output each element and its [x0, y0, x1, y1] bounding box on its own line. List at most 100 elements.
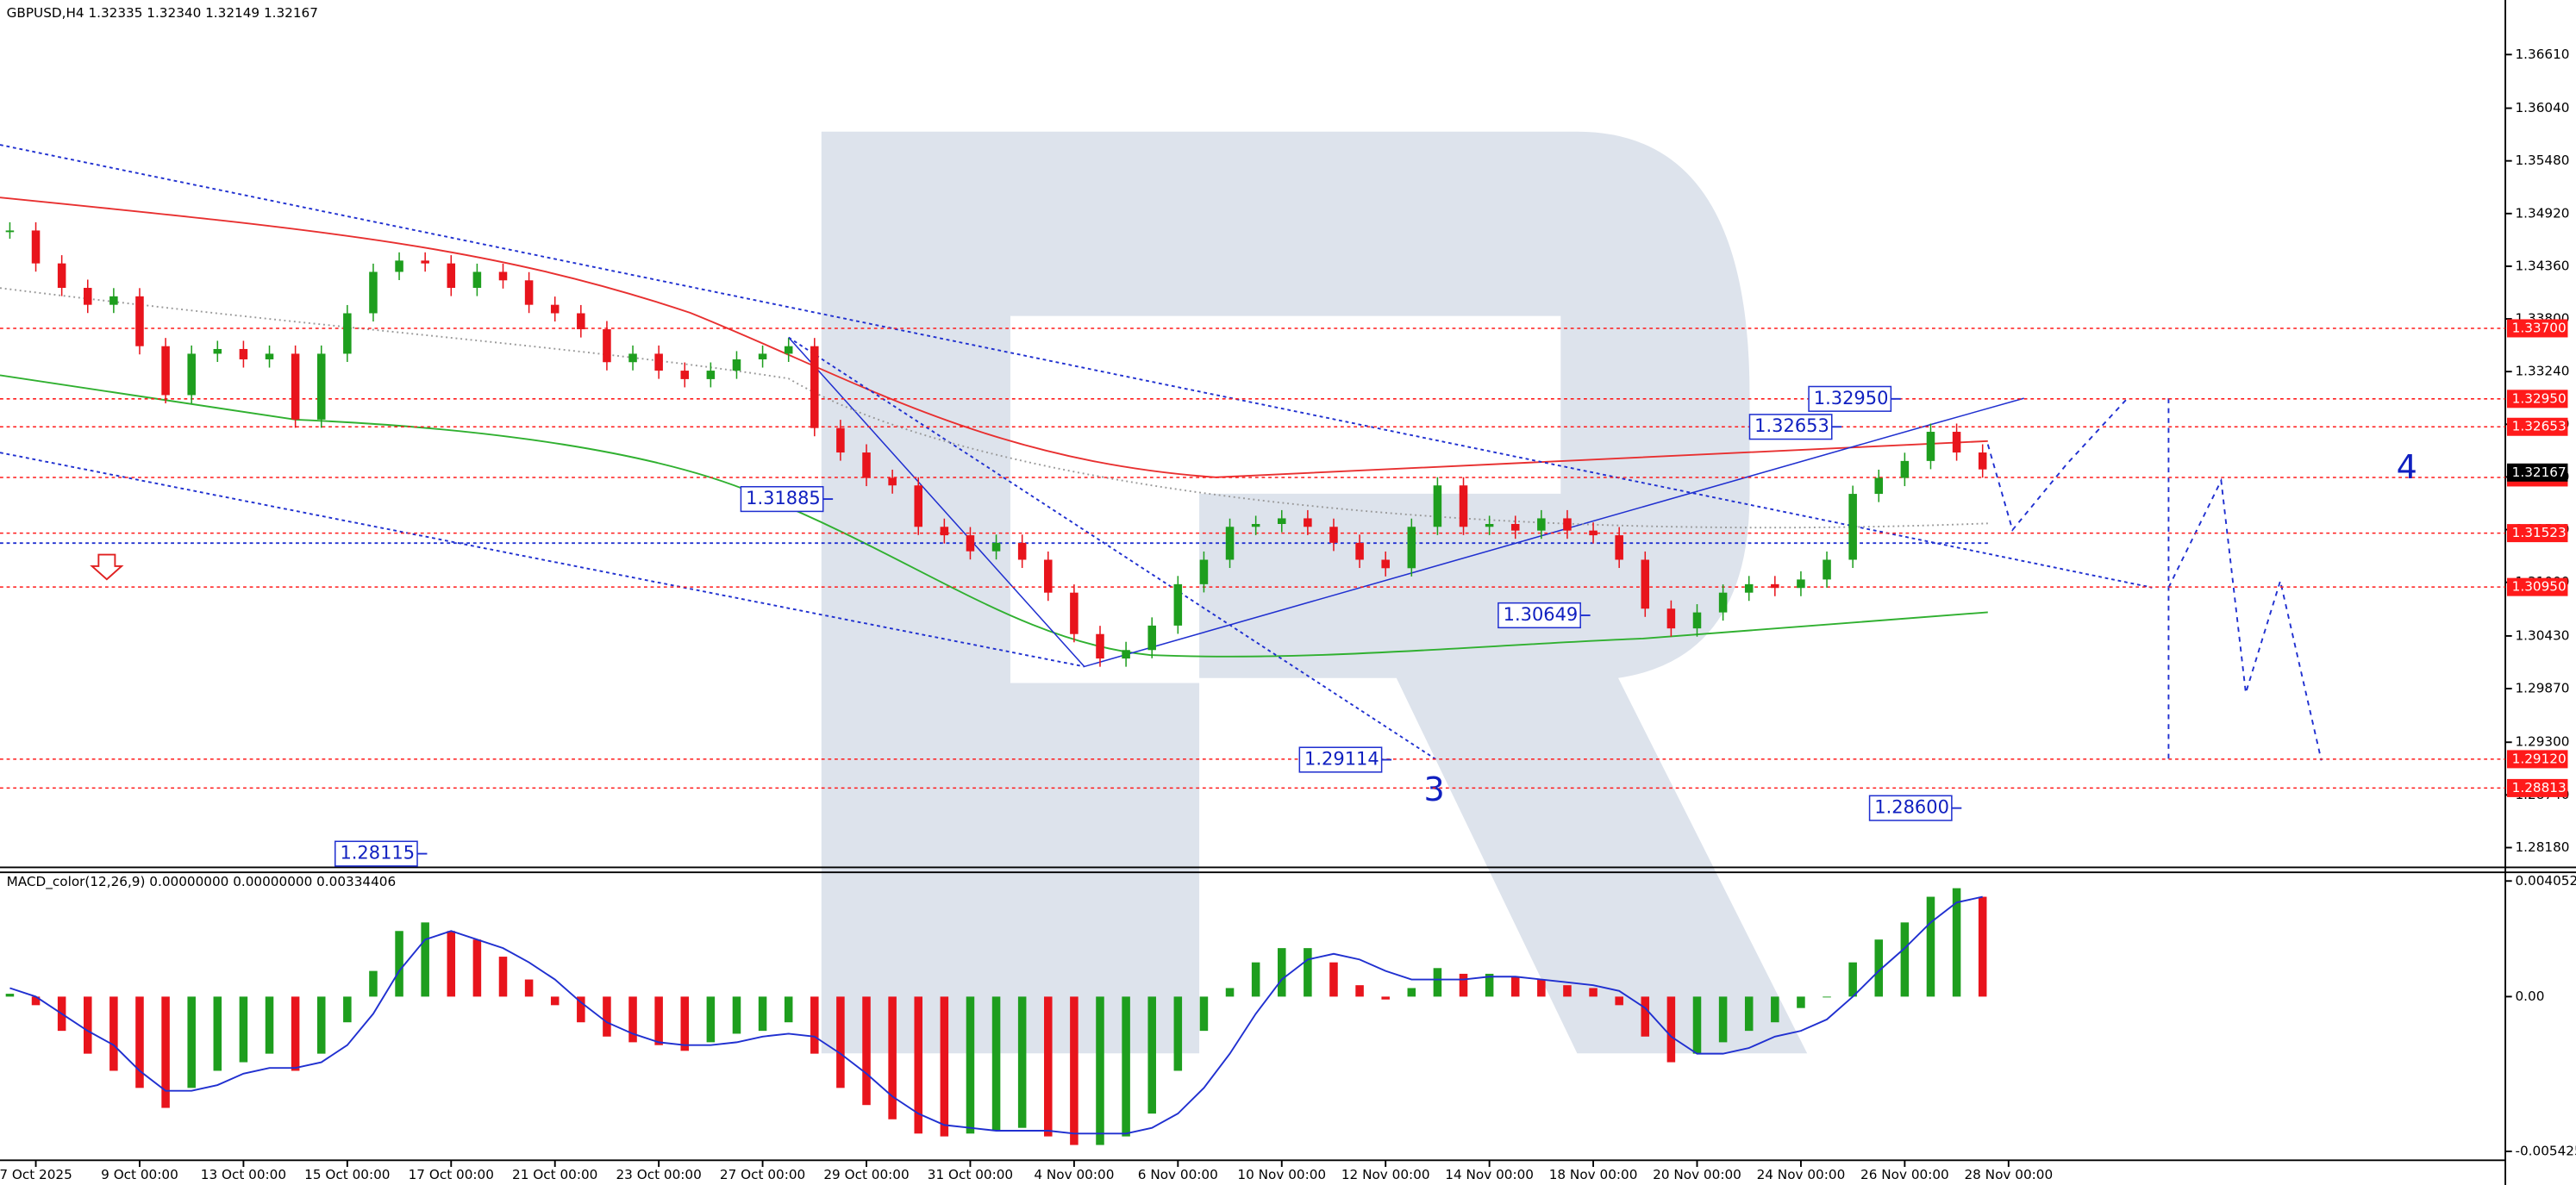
macd-bar [1096, 996, 1104, 1145]
macd-bar [213, 996, 222, 1071]
candle [395, 260, 403, 272]
macd-bar [1122, 996, 1130, 1137]
candle [680, 371, 690, 379]
y-tick-label: 1.29870 [2515, 681, 2569, 696]
candle [1433, 485, 1442, 527]
macd-bar [1433, 968, 1442, 997]
candle [1017, 542, 1027, 560]
price-annotation: 1.31885 [746, 488, 821, 508]
macd-bar [395, 931, 403, 997]
y-tick-label: 1.28180 [2515, 839, 2569, 855]
moving-average-green [0, 374, 1988, 658]
macd-bar [706, 996, 716, 1043]
macd-bar [1355, 985, 1364, 997]
candle [577, 313, 585, 330]
chart-title: GBPUSD,H4 1.32335 1.32340 1.32149 1.3216… [7, 5, 318, 21]
macd-bar [1329, 962, 1338, 997]
candle [1744, 583, 1754, 593]
candle [265, 353, 274, 359]
watermark-logo [821, 131, 1808, 1054]
candle [1459, 485, 1468, 527]
macd-bar [1381, 996, 1390, 1000]
x-tick-label: 13 Oct 00:00 [201, 1167, 286, 1182]
candle [1692, 612, 1702, 629]
candle [1797, 579, 1805, 589]
x-tick-label: 18 Nov 00:00 [1549, 1167, 1638, 1182]
candle [498, 271, 508, 281]
macd-bar [1615, 996, 1623, 1006]
level-label: 1.29120 [2512, 751, 2567, 766]
y-tick-label: 1.36040 [2515, 100, 2569, 115]
macd-bar [1771, 996, 1779, 1023]
x-tick-label: 14 Nov 00:00 [1445, 1167, 1534, 1182]
macd-bar [862, 996, 871, 1106]
macd-bar [1641, 996, 1650, 1037]
price-annotation: 1.30649 [1504, 604, 1579, 625]
candle [1823, 559, 1831, 580]
x-tick-label: 27 Oct 00:00 [720, 1167, 805, 1182]
x-tick-label: 24 Nov 00:00 [1757, 1167, 1846, 1182]
price-annotation: 1.32950 [1814, 388, 1889, 409]
macd-bar [991, 996, 1001, 1132]
price-annotation: 1.29114 [1304, 749, 1379, 770]
candle [1900, 460, 1910, 478]
level-label: 1.28813 [2512, 780, 2567, 795]
macd-bar [1277, 948, 1286, 997]
candle [5, 230, 15, 233]
macd-bar [31, 996, 41, 1006]
macd-bar [940, 996, 949, 1137]
x-tick-label: 9 Oct 00:00 [101, 1167, 178, 1182]
macd-bar [187, 996, 196, 1088]
macd-bar [914, 996, 923, 1134]
candle [1926, 432, 1935, 461]
level-label: 1.30950 [2512, 579, 2567, 595]
candle [654, 353, 663, 371]
current-price-tag [2506, 463, 2568, 482]
wave-line [788, 336, 2024, 668]
candle [316, 353, 326, 420]
candle [603, 329, 611, 363]
candle [784, 346, 793, 354]
macd-bar [135, 996, 144, 1088]
x-tick-label: 23 Oct 00:00 [616, 1167, 701, 1182]
trendline [788, 336, 1438, 762]
macd-bar [265, 996, 274, 1054]
macd-bar [550, 996, 560, 1006]
candle [1537, 518, 1546, 531]
level-tag [2506, 524, 2568, 543]
price-annotation-box [334, 840, 418, 867]
macd-bar [1510, 976, 1520, 997]
y-tick-label: 0.00 [2515, 989, 2544, 1004]
candle [1952, 432, 1961, 453]
candle [31, 230, 41, 264]
candle [1771, 583, 1779, 589]
candle [991, 542, 1001, 552]
candle [1044, 559, 1053, 593]
macd-bar [5, 994, 15, 997]
macd-bar [1718, 996, 1728, 1043]
macd-bar [1304, 948, 1312, 997]
forecast-path [1986, 397, 2323, 761]
candle [1147, 625, 1156, 651]
macd-bar [1563, 985, 1572, 997]
indicator-lines [0, 144, 2323, 762]
macd-bar [810, 996, 819, 1054]
macd-bar [1199, 996, 1209, 1032]
candle [940, 527, 949, 536]
x-tick-label: 15 Oct 00:00 [304, 1167, 390, 1182]
candle [1199, 559, 1209, 584]
y-tick-label: 1.35480 [2515, 153, 2569, 168]
candle [862, 452, 871, 478]
macd-bar [1692, 996, 1702, 1054]
macd-bar [1823, 996, 1831, 998]
candle [628, 353, 637, 363]
candle [836, 427, 845, 453]
price-annotation: 1.28115 [340, 843, 415, 864]
macd-bar [161, 996, 170, 1108]
macd-bar [1147, 996, 1156, 1114]
trendline [0, 144, 2153, 589]
candle [343, 313, 352, 354]
candle [187, 353, 196, 396]
y-tick-label: 1.30430 [2515, 627, 2569, 643]
price-annotation-box [1497, 602, 1581, 629]
